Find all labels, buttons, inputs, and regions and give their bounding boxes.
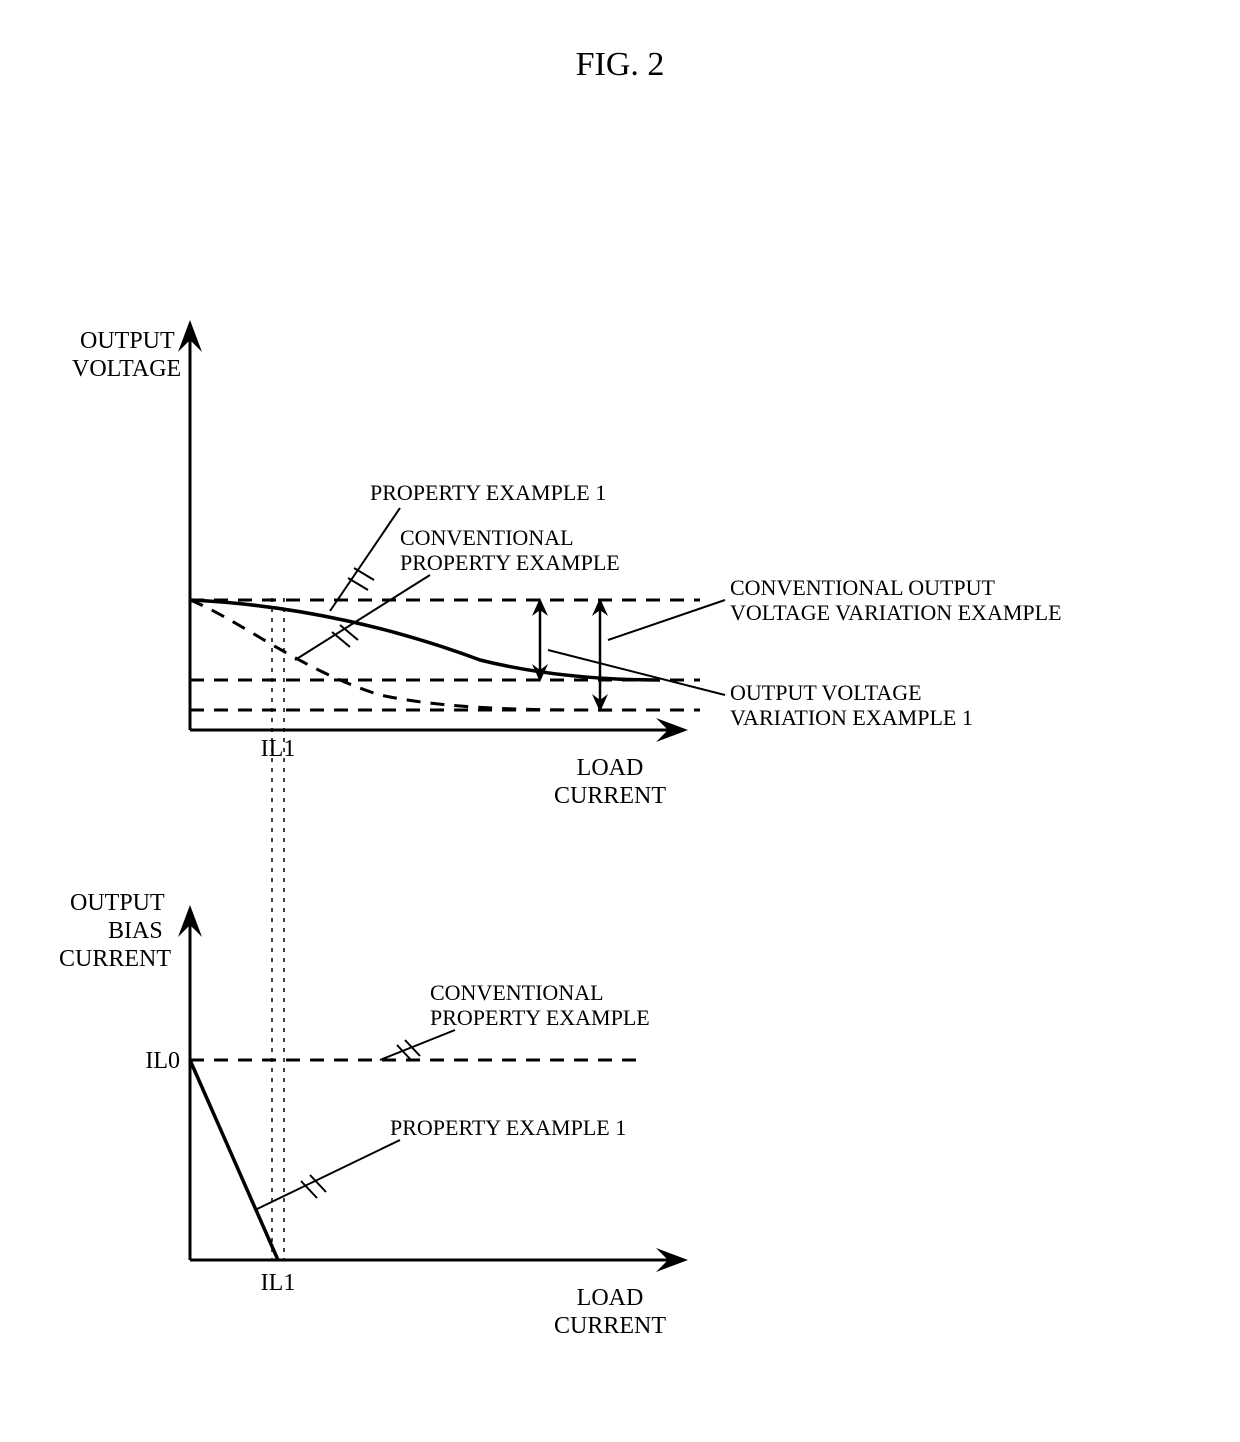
bottom-y-axis-label-3: CURRENT: [59, 946, 171, 972]
top-anno-conv-prop-tick1: [340, 625, 358, 640]
top-anno-prop1-tick2: [348, 578, 368, 590]
bottom-anno-conv-2: PROPERTY EXAMPLE: [430, 1005, 650, 1030]
top-chart: OUTPUT VOLTAGE LOAD CURRENT IL1: [72, 320, 1062, 809]
bottom-anno-conv-1: CONVENTIONAL: [430, 980, 604, 1005]
top-anno-conv-prop-1: CONVENTIONAL: [400, 525, 574, 550]
bottom-anno-prop1: PROPERTY EXAMPLE 1: [390, 1115, 626, 1140]
top-anno-conv-prop-2: PROPERTY EXAMPLE: [400, 550, 620, 575]
bottom-anno-conv-tick1: [405, 1040, 420, 1056]
bottom-y-axis-label-2: BIAS: [108, 918, 163, 944]
top-y-axis-label-1: OUTPUT: [80, 328, 175, 354]
top-anno-out-var-1: OUTPUT VOLTAGE: [730, 680, 922, 705]
figure-svg: FIG. 2 OUTPUT VOLTAGE LOAD CURRENT IL1: [0, 0, 1240, 1442]
bottom-y-tick-label: IL0: [145, 1048, 180, 1074]
top-curve-conventional: [190, 600, 660, 710]
figure-title: FIG. 2: [576, 46, 665, 83]
bottom-x-tick-label: IL1: [261, 1270, 296, 1296]
top-variation-arrow-conventional: [592, 598, 608, 712]
bottom-y-axis-label-1: OUTPUT: [70, 890, 165, 916]
top-anno-conv-out-leader: [608, 600, 725, 640]
top-x-tick-label: IL1: [261, 736, 296, 762]
top-anno-conv-out-2: VOLTAGE VARIATION EXAMPLE: [730, 600, 1062, 625]
bottom-anno-prop1-leader: [255, 1140, 400, 1210]
top-anno-out-var-2: VARIATION EXAMPLE 1: [730, 705, 973, 730]
top-anno-prop1: PROPERTY EXAMPLE 1: [370, 480, 606, 505]
top-anno-conv-prop-tick2: [332, 632, 350, 647]
figure-page: FIG. 2 OUTPUT VOLTAGE LOAD CURRENT IL1: [0, 0, 1240, 1442]
top-x-axis-label-1: LOAD: [577, 755, 644, 781]
top-anno-prop1-tick1: [354, 568, 374, 580]
bottom-property1-line: [190, 1060, 278, 1260]
top-x-axis-label-2: CURRENT: [554, 783, 666, 809]
bottom-x-axis-label-2: CURRENT: [554, 1313, 666, 1339]
top-variation-arrow-1: [532, 598, 548, 682]
bottom-x-axis-label-1: LOAD: [577, 1285, 644, 1311]
bottom-chart: OUTPUT BIAS CURRENT LOAD CURRENT IL0 IL1…: [59, 890, 688, 1339]
top-anno-prop1-leader: [330, 508, 400, 611]
top-curve-property-1: [190, 600, 660, 680]
top-y-axis-label-2: VOLTAGE: [72, 356, 181, 382]
top-anno-conv-out-1: CONVENTIONAL OUTPUT: [730, 575, 996, 600]
top-anno-out-var-leader: [548, 650, 725, 695]
bottom-anno-conv-leader: [380, 1030, 455, 1060]
